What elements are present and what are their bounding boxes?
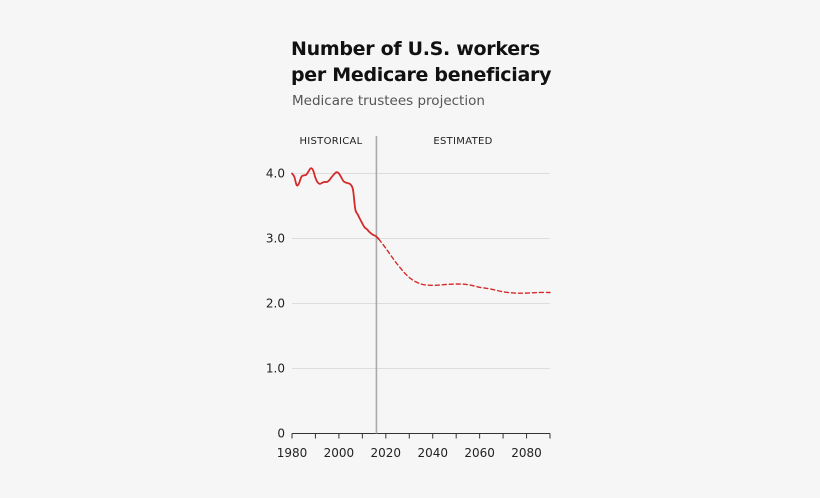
x-tick-label: 2060 [464, 446, 495, 460]
series-line-historical [291, 167, 380, 240]
x-tick-label: 2040 [417, 446, 448, 460]
y-axis-ticks: 0 1.0 2.0 3.0 4.0 [266, 167, 285, 441]
period-label-estimated: ESTIMATED [433, 136, 492, 147]
y-tick-label: 0 [277, 427, 285, 441]
series-lines [291, 167, 551, 294]
chart-title: Number of U.S. workers per Medicare bene… [291, 36, 551, 88]
x-tick-label: 2000 [324, 446, 355, 460]
chart-title-line-2: per Medicare beneficiary [291, 64, 552, 86]
chart-subtitle: Medicare trustees projection [292, 93, 485, 109]
y-tick-label: 4.0 [266, 167, 285, 181]
x-tick-label: 2080 [511, 446, 542, 460]
y-tick-label: 3.0 [266, 232, 285, 246]
y-tick-label: 1.0 [266, 362, 285, 376]
x-tick-label: 1980 [277, 446, 308, 460]
period-label-historical: HISTORICAL [299, 136, 362, 147]
y-tick-label: 2.0 [266, 297, 285, 311]
chart-title-line-1: Number of U.S. workers [291, 38, 540, 60]
grid-lines [292, 173, 550, 369]
series-line-estimated [378, 238, 551, 294]
x-tick-label: 2020 [371, 446, 402, 460]
x-axis: 1980 2000 2020 2040 2060 2080 [277, 433, 551, 460]
period-labels: HISTORICAL ESTIMATED [299, 136, 492, 147]
